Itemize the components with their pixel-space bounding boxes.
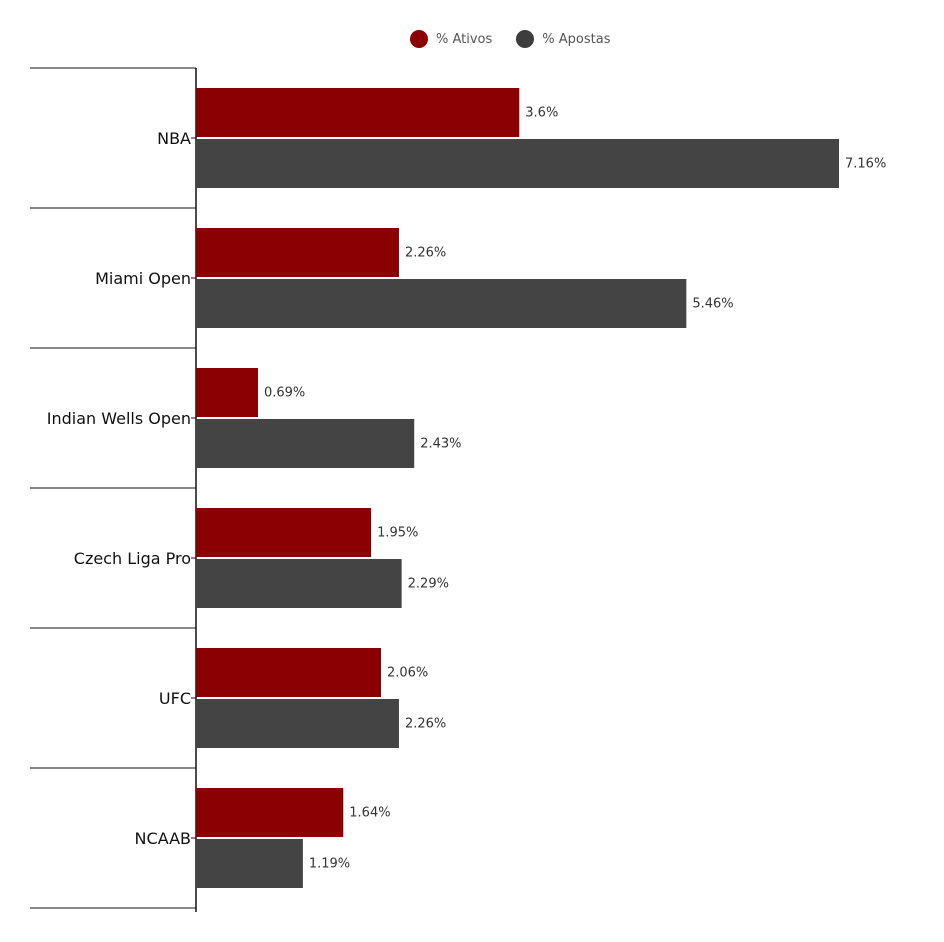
value-label-ativos: 2.06% (387, 666, 428, 681)
value-label-ativos: 2.26% (405, 246, 446, 261)
category-label: Czech Liga Pro (74, 549, 191, 568)
value-label-apostas: 1.19% (309, 857, 350, 872)
bar-apostas (196, 699, 399, 748)
bar-ativos (196, 228, 399, 277)
value-label-apostas: 2.26% (405, 717, 446, 732)
category-label: Indian Wells Open (47, 409, 191, 428)
value-label-ativos: 0.69% (264, 386, 305, 401)
legend-item-ativos[interactable]: % Ativos (410, 30, 492, 48)
legend-swatch-apostas (516, 30, 535, 48)
bar-ativos (196, 508, 372, 557)
bar-apostas (196, 419, 415, 468)
legend-item-apostas[interactable]: % Apostas (516, 30, 610, 48)
value-label-apostas: 2.43% (420, 437, 461, 452)
bar-ativos (196, 88, 520, 137)
value-label-apostas: 2.29% (408, 577, 449, 592)
bar-apostas (196, 559, 402, 608)
legend: % Ativos % Apostas (410, 30, 610, 48)
value-label-ativos: 1.95% (377, 526, 418, 541)
bar-ativos (196, 648, 381, 697)
bar-ativos (196, 368, 258, 417)
legend-label-ativos: % Ativos (436, 31, 493, 47)
legend-label-apostas: % Apostas (542, 31, 611, 47)
value-label-apostas: 5.46% (692, 297, 733, 312)
bar-apostas (196, 139, 839, 188)
bar-apostas (196, 279, 687, 328)
bar-apostas (196, 839, 303, 888)
category-label: Miami Open (95, 269, 191, 288)
bar-ativos (196, 788, 344, 837)
category-label: UFC (159, 689, 191, 708)
category-label: NCAAB (135, 829, 191, 848)
legend-swatch-ativos (410, 30, 428, 48)
value-label-ativos: 1.64% (349, 806, 390, 821)
value-label-ativos: 3.6% (525, 106, 558, 121)
category-label: NBA (157, 129, 191, 148)
value-label-apostas: 7.16% (845, 157, 886, 172)
